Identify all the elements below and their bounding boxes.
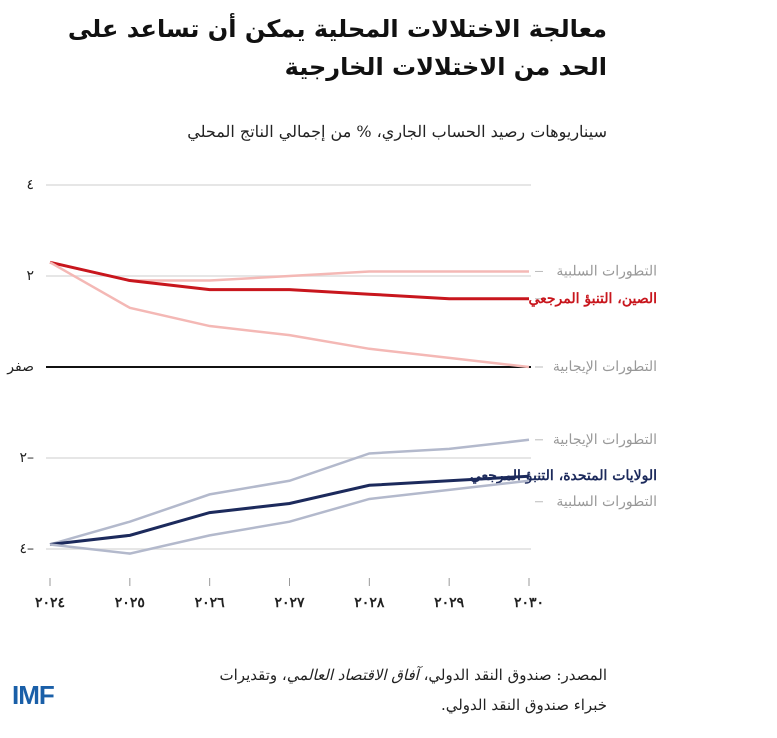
- chart-subtitle: سيناريوهات رصيد الحساب الجاري، % من إجما…: [187, 122, 607, 141]
- series-line: [49, 261, 530, 369]
- y-tick-label: صفر: [6, 359, 34, 375]
- x-tick-label: ٢٠٢٧: [274, 595, 305, 611]
- legend-label: الولايات المتحدة، التنبؤ المرجعي: [470, 468, 657, 484]
- source-note: المصدر: صندوق النقد الدولي، آفاق الاقتصا…: [187, 660, 607, 720]
- x-tick-label: ٢٠٢٥: [115, 595, 145, 611]
- series-line: [49, 260, 529, 301]
- source-text: المصدر: صندوق النقد الدولي،: [418, 666, 607, 684]
- y-tick-label: ٢: [26, 268, 34, 284]
- series-line: [49, 438, 530, 546]
- series-line: [49, 479, 530, 555]
- chart-title: معالجة الاختلالات المحلية يمكن أن تساعد …: [67, 15, 607, 81]
- source-text: ، وتقديرات خبراء صندوق النقد الدولي.: [219, 666, 607, 714]
- x-tick-label: ٢٠٣٠: [514, 595, 544, 611]
- legend-label: الصين، التنبؤ المرجعي: [528, 291, 657, 307]
- series-line: [49, 474, 530, 546]
- legend-label: التطورات السلبية: [556, 494, 657, 510]
- x-tick-label: ٢٠٢٩: [434, 595, 465, 611]
- y-tick-label: ٤: [26, 177, 34, 193]
- legend-label: التطورات الإيجابية: [553, 432, 657, 448]
- x-tick-label: ٢٠٢٨: [354, 595, 385, 611]
- y-tick-label: ٤–: [19, 541, 34, 557]
- logo: IMF: [12, 680, 55, 710]
- legend-label: التطورات الإيجابية: [553, 359, 657, 375]
- x-tick-label: ٢٠٢٤: [35, 595, 65, 611]
- legend-label: التطورات السلبية: [556, 263, 657, 279]
- y-tick-label: ٢–: [19, 450, 34, 466]
- source-text: آفاق الاقتصاد العالمي: [286, 666, 419, 684]
- x-tick-label: ٢٠٢٦: [195, 595, 226, 611]
